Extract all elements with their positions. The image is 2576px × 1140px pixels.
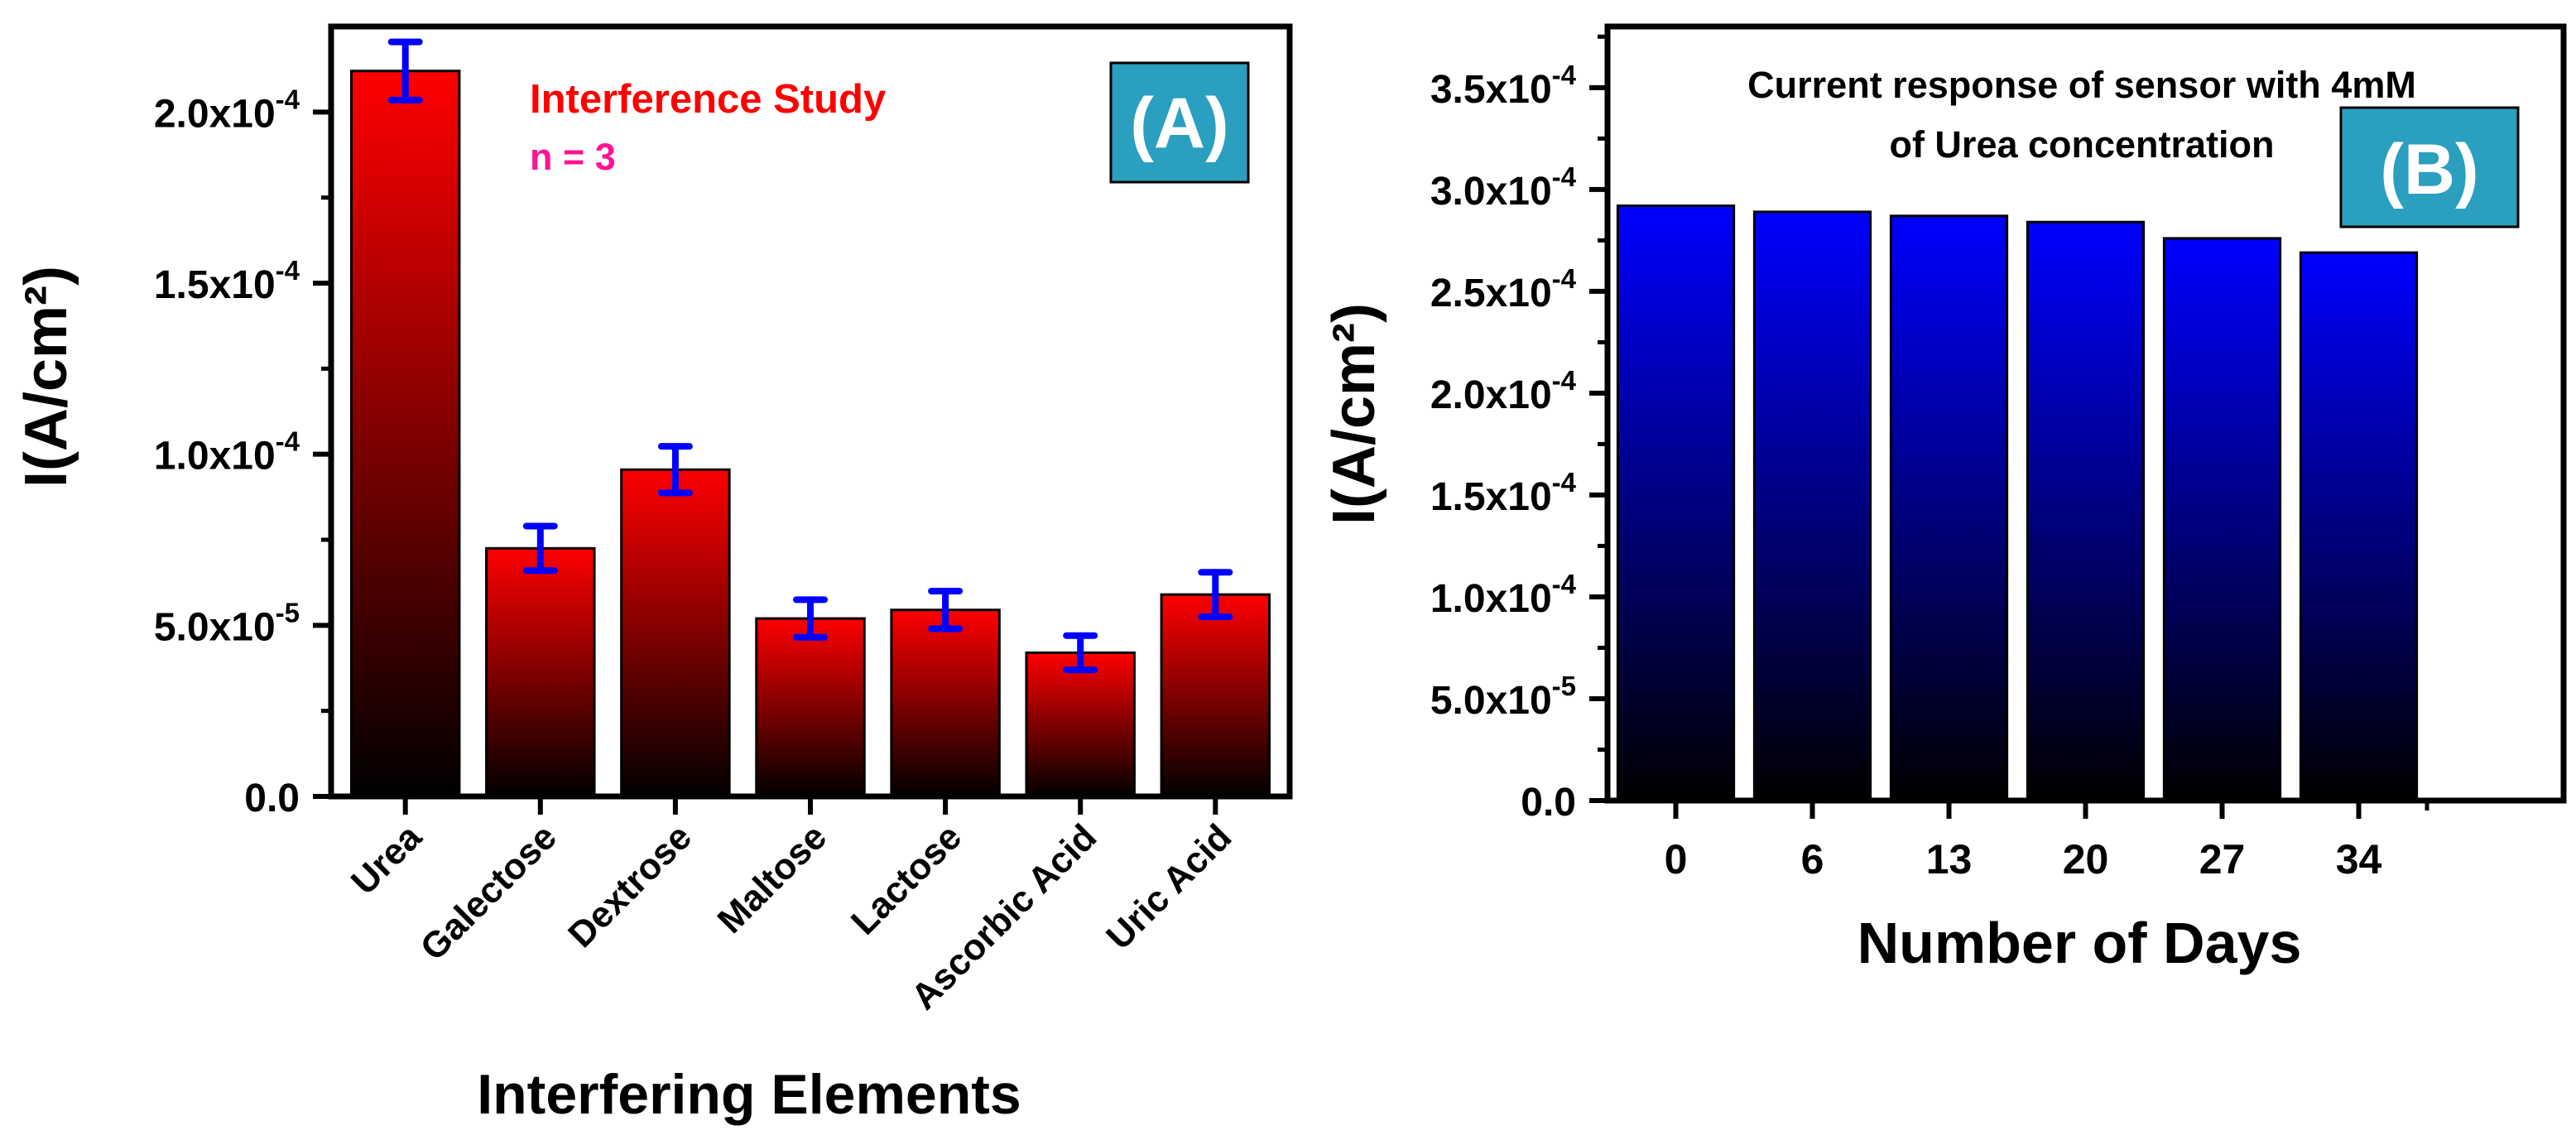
b-bar-13 [1889, 214, 2009, 802]
b-y-tick-label: 1.5x10-4 [1430, 467, 1577, 519]
b-x-tick-label: 0 [1665, 836, 1688, 883]
a-y-tick-label: 0.0 [244, 777, 300, 820]
a-x-tick-label: Dextrose [560, 816, 699, 955]
a-bar-lactose [890, 608, 1001, 798]
a-bar-uric-acid [1160, 593, 1271, 798]
a-x-tick-label: Urea [344, 816, 430, 902]
a-bar-urea [349, 70, 461, 798]
b-bar-20 [2026, 220, 2146, 802]
panel-b-bars [1616, 204, 2419, 802]
panel-b-title-line-2: of Urea concentration [1889, 123, 2274, 166]
a-error-bar-ascorbic-acid [1063, 632, 1098, 674]
a-error-bar-dextrose [657, 443, 693, 497]
a-error-bar-urea [387, 38, 423, 103]
b-y-tick-label: 3.5x10-4 [1430, 60, 1577, 112]
a-y-tick-label: 2.0x10-4 [154, 84, 300, 136]
a-x-tick-label: Lactose [843, 816, 969, 942]
b-bar-0 [1616, 204, 1736, 802]
panel-a-chart: 0.0 5.0x10-5 1.0x10-4 1.5x10-4 2.0x10-4 Urea… [13, 23, 1293, 1126]
a-x-tick-label: Galectose [412, 816, 564, 968]
a-error-bar-uric-acid [1198, 569, 1233, 620]
a-bar-dextrose [620, 468, 731, 798]
b-y-tick-label: 1.0x10-4 [1430, 569, 1577, 621]
a-bar-ascorbic-acid [1025, 651, 1136, 798]
panel-b-y-axis-title: I(A/cm²) [1321, 303, 1387, 525]
panel-b-x-axis: 0 6 13 20 27 34 [1665, 801, 2429, 883]
b-y-tick-label: 2.0x10-4 [1430, 365, 1577, 417]
panel-a-annotation-n: n = 3 [530, 136, 616, 178]
panel-b-title-line-1: Current response of sensor with 4mM [1747, 64, 2416, 106]
a-bar-galectose [485, 546, 596, 798]
b-y-tick-label: 2.5x10-4 [1430, 263, 1577, 315]
b-bar-27 [2162, 237, 2282, 802]
a-y-tick-label: 1.0x10-4 [154, 426, 300, 479]
a-bar-maltose [755, 617, 866, 798]
panel-b-y-axis: 0.0 5.0x10-5 1.0x10-4 1.5x10-4 2.0x10-4 2.5x1… [1430, 34, 1608, 825]
panel-b-chart: 0.0 5.0x10-5 1.0x10-4 1.5x10-4 2.0x10-4 2.5x1… [1321, 23, 2567, 975]
panel-a-label-box [1109, 61, 1250, 184]
panel-b-label: (B) [2380, 130, 2478, 209]
b-x-tick-label: 34 [2336, 836, 2382, 883]
b-x-tick-label: 13 [1926, 836, 1973, 883]
panel-a-y-axis: 0.0 5.0x10-5 1.0x10-4 1.5x10-4 2.0x10-4 [154, 84, 331, 820]
a-y-tick-label: 1.5x10-4 [154, 255, 300, 307]
panel-a-error-bars [387, 38, 1233, 674]
a-y-tick-label: 5.0x10-5 [154, 597, 300, 649]
a-error-bar-galectose [522, 522, 558, 575]
b-x-tick-label: 20 [2063, 836, 2109, 883]
b-bar-34 [2299, 251, 2419, 802]
b-y-tick-label: 3.0x10-4 [1430, 161, 1577, 214]
a-x-tick-label: Maltose [710, 816, 834, 940]
b-bar-6 [1752, 210, 1872, 802]
panel-a-y-axis-title: I(A/cm²) [13, 266, 79, 488]
a-error-bar-maltose [793, 596, 828, 641]
b-x-tick-label: 6 [1801, 836, 1824, 883]
panel-a-annotation-title: Interference Study [530, 77, 886, 122]
panel-b-x-axis-title: Number of Days [1858, 911, 2302, 975]
panel-a-x-axis-title: Interfering Elements [477, 1063, 1021, 1126]
a-x-tick-label: Uric Acid [1098, 816, 1239, 957]
b-x-tick-label: 27 [2199, 836, 2246, 883]
panel-a-label: (A) [1130, 84, 1228, 163]
a-error-bar-lactose [928, 588, 964, 633]
b-y-tick-label: 5.0x10-5 [1430, 671, 1576, 723]
b-y-tick-label: 0.0 [1521, 781, 1576, 825]
panel-b-label-box [2339, 106, 2520, 228]
panel-b-label-badge: (B) [2339, 106, 2520, 228]
panel-a-label-badge: (A) [1109, 61, 1250, 184]
